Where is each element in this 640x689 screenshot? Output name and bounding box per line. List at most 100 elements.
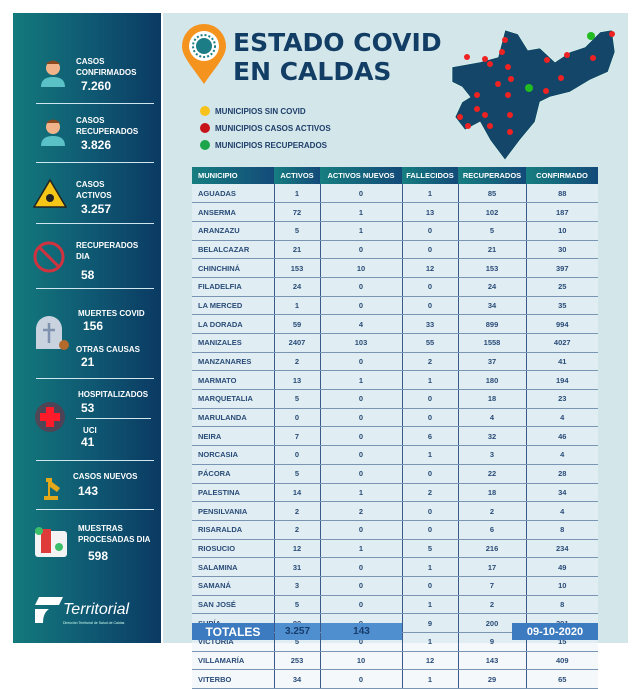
table-cell: 397 [525, 258, 598, 278]
table-row: PALESTINA 14 1 2 18 34 [192, 483, 598, 503]
table-cell: 103 [319, 333, 402, 353]
table-cell: 2407 [273, 333, 320, 353]
yellow-dot-icon [200, 106, 210, 116]
municipio-name: ANSERMA [192, 202, 274, 222]
table-cell: 5 [273, 464, 320, 484]
table-cell: 2 [273, 501, 320, 521]
table-row: SAMANÁ 3 0 0 7 10 [192, 576, 598, 596]
stat-muertes: MUERTES COVID 156 [13, 305, 161, 350]
logo-subtitle: Dirección Territorial de Salud de Caldas [63, 621, 125, 625]
table-cell: 12 [401, 258, 458, 278]
table-cell: 32 [457, 426, 526, 447]
table-cell: 2 [401, 352, 458, 372]
divider [36, 223, 154, 224]
table-cell: 1 [401, 632, 458, 652]
divider [36, 460, 154, 461]
column-header: ACTIVOS NUEVOS [320, 167, 402, 184]
table-cell: 187 [525, 202, 598, 222]
table-cell: 3 [457, 445, 526, 465]
stat-label: CASOS ACTIVOS [76, 180, 112, 200]
divider [36, 509, 154, 510]
table-cell: 1 [273, 296, 320, 316]
table-cell: 0 [401, 464, 458, 484]
table-cell: 1 [401, 184, 458, 204]
table-row: CHINCHINÁ 153 10 12 153 397 [192, 258, 598, 278]
municipio-name: NEIRA [192, 426, 274, 447]
table-cell: 4 [319, 314, 402, 334]
column-header: FALLECIDOS [402, 167, 458, 184]
municipio-name: MARULANDA [192, 408, 274, 428]
table-cell: 1 [401, 669, 458, 689]
table-cell: 2 [273, 520, 320, 540]
table-row: PÁCORA 5 0 0 22 28 [192, 464, 598, 484]
table-cell: 0 [401, 221, 458, 241]
divider [36, 288, 154, 289]
stat-otras-causas: OTRAS CAUSAS 21 [13, 341, 161, 381]
person-icon [41, 119, 65, 146]
table-cell: 102 [457, 202, 526, 222]
table-cell: 194 [525, 370, 598, 391]
municipio-name: VILLAMARÍA [192, 651, 274, 671]
table-cell: 55 [401, 333, 458, 353]
microscope-icon [44, 478, 60, 500]
table-row: ANSERMA 72 1 13 102 187 [192, 202, 598, 222]
table-cell: 0 [319, 576, 402, 596]
table-cell: 22 [457, 464, 526, 484]
green-dot-icon [200, 140, 210, 150]
stat-label: CASOS CONFIRMADOS [76, 57, 137, 77]
stat-label: RECUPERADOS DIA [76, 241, 139, 261]
table-row: SALAMINA 31 0 1 17 49 [192, 557, 598, 577]
table-cell: 9 [401, 613, 458, 633]
municipio-name: CHINCHINÁ [192, 258, 274, 278]
table-row: BELALCAZAR 21 0 0 21 30 [192, 240, 598, 260]
municipio-name: RISARALDA [192, 520, 274, 540]
table-row: VILLAMARÍA 253 10 12 143 409 [192, 651, 598, 671]
table-cell: 10 [525, 221, 598, 241]
table-cell: 23 [525, 389, 598, 409]
table-cell: 0 [401, 296, 458, 316]
table-cell: 200 [457, 613, 526, 633]
red-dot-icon [200, 123, 210, 133]
table-cell: 994 [525, 314, 598, 334]
table-cell: 6 [401, 426, 458, 447]
table-cell: 2 [401, 483, 458, 503]
stat-value: 58 [81, 268, 95, 282]
table-cell: 10 [319, 651, 402, 671]
divider [36, 103, 154, 104]
table-cell: 46 [525, 426, 598, 447]
stat-value: 598 [88, 549, 109, 563]
table-row: MARQUETALIA 5 0 0 18 23 [192, 389, 598, 409]
summary-panel: CASOS CONFIRMADOS 7.260 CASOS RECUPERADO… [13, 13, 161, 643]
logo-mark-icon [35, 597, 63, 623]
warning-virus-icon [33, 178, 67, 208]
table-row: NORCASIA 0 0 1 3 4 [192, 445, 598, 465]
municipio-name: FILADELFIA [192, 277, 274, 297]
divider [76, 418, 151, 419]
stat-confirmados: CASOS CONFIRMADOS 7.260 [13, 53, 161, 93]
table-cell: 5 [401, 539, 458, 559]
table-cell: 0 [319, 408, 402, 428]
table-cell: 13 [401, 202, 458, 222]
table-cell: 0 [319, 352, 402, 372]
table-cell: 2 [273, 352, 320, 372]
municipio-name: VITERBO [192, 669, 274, 689]
table-row: SAN JOSÉ 5 0 1 2 8 [192, 595, 598, 615]
table-cell: 4027 [525, 333, 598, 353]
legend-sin-covid: MUNICIPIOS SIN COVID [200, 106, 306, 116]
table-cell: 0 [401, 520, 458, 540]
table-cell: 8 [525, 520, 598, 540]
table-cell: 4 [525, 501, 598, 521]
table-cell: 5 [273, 595, 320, 615]
table-cell: 1 [319, 539, 402, 559]
stat-label: OTRAS CAUSAS [76, 345, 141, 354]
page-title: ESTADO COVID EN CALDAS [233, 28, 442, 86]
person-icon [41, 60, 65, 87]
table-cell: 18 [457, 389, 526, 409]
table-cell: 234 [525, 539, 598, 559]
tombstone-icon [36, 316, 69, 350]
table-cell: 2 [319, 501, 402, 521]
table-row: LA DORADA 59 4 33 899 994 [192, 314, 598, 334]
table-cell: 25 [525, 277, 598, 297]
divider [36, 162, 154, 163]
table-cell: 21 [273, 240, 320, 260]
